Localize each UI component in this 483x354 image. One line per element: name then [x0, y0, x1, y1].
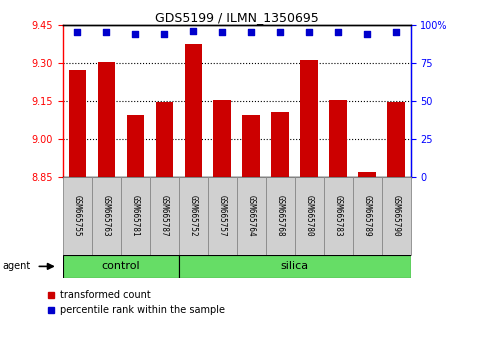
Point: [73, 30, 81, 35]
Bar: [92, 177, 121, 255]
Bar: [295, 177, 324, 255]
Bar: [150, 177, 179, 255]
Point: [392, 30, 400, 35]
Point: [189, 28, 197, 34]
Text: GSM665763: GSM665763: [102, 195, 111, 237]
Point: [160, 31, 168, 37]
Bar: [300, 60, 318, 177]
Bar: [63, 177, 92, 255]
Bar: [387, 102, 405, 177]
Bar: [179, 177, 208, 255]
Text: GSM665768: GSM665768: [276, 195, 284, 237]
Bar: [242, 115, 260, 177]
Point: [131, 31, 139, 37]
Bar: [127, 115, 144, 177]
Bar: [213, 99, 231, 177]
Text: GSM665757: GSM665757: [218, 195, 227, 237]
Bar: [324, 177, 353, 255]
Point: [334, 30, 342, 35]
Point: [218, 30, 226, 35]
Bar: [98, 62, 115, 177]
Bar: [358, 172, 376, 177]
Bar: [382, 177, 411, 255]
Text: GSM665787: GSM665787: [160, 195, 169, 237]
Text: GSM665752: GSM665752: [189, 195, 198, 237]
Bar: [353, 177, 382, 255]
Bar: [208, 177, 237, 255]
Point: [276, 30, 284, 35]
Bar: [185, 44, 202, 177]
Title: GDS5199 / ILMN_1350695: GDS5199 / ILMN_1350695: [155, 11, 319, 24]
Bar: [271, 112, 289, 177]
Point: [363, 31, 371, 37]
Text: silica: silica: [281, 261, 309, 272]
Text: GSM665764: GSM665764: [247, 195, 256, 237]
Text: agent: agent: [2, 261, 30, 272]
Text: GSM665789: GSM665789: [363, 195, 371, 237]
Legend: transformed count, percentile rank within the sample: transformed count, percentile rank withi…: [43, 286, 229, 319]
Bar: [329, 99, 347, 177]
Text: GSM665755: GSM665755: [73, 195, 82, 237]
Bar: [69, 70, 86, 177]
Point: [247, 30, 255, 35]
Point: [305, 30, 313, 35]
Point: [102, 30, 110, 35]
Bar: [156, 102, 173, 177]
Bar: [179, 255, 411, 278]
Text: GSM665790: GSM665790: [392, 195, 400, 237]
Text: GSM665780: GSM665780: [305, 195, 313, 237]
Bar: [63, 255, 179, 278]
Text: GSM665781: GSM665781: [131, 195, 140, 237]
Text: GSM665783: GSM665783: [334, 195, 342, 237]
Bar: [237, 177, 266, 255]
Text: control: control: [101, 261, 140, 272]
Bar: [266, 177, 295, 255]
Bar: [121, 177, 150, 255]
